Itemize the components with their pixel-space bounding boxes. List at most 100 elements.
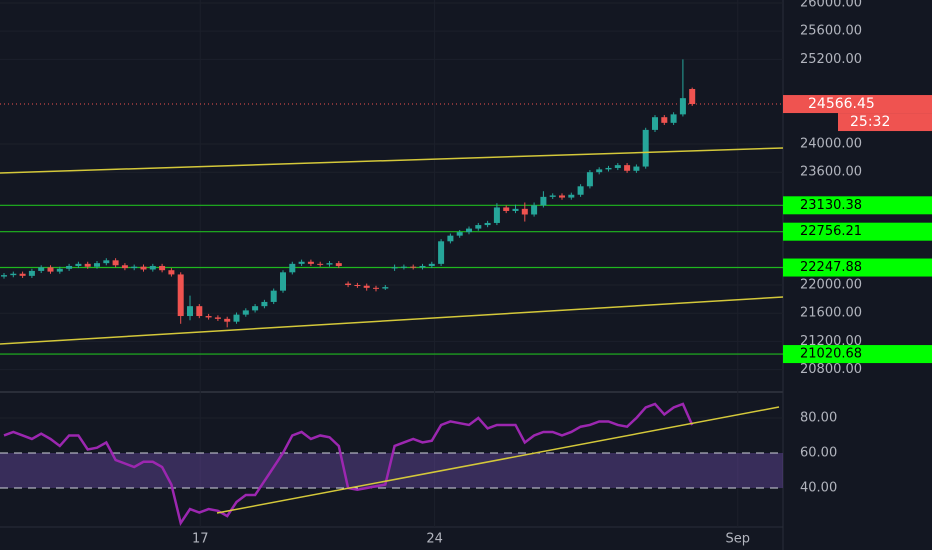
candle-body	[103, 260, 110, 264]
level-label: 22756.21	[800, 224, 862, 239]
countdown-box	[838, 113, 932, 132]
current-price-label: 24566.45	[808, 96, 875, 112]
rsi-tick-label: 40.00	[800, 481, 837, 496]
countdown-label: 25:32	[850, 114, 890, 130]
candle-body	[363, 285, 370, 288]
candle-body	[586, 172, 593, 187]
candle-body	[531, 205, 538, 215]
plot	[0, 59, 783, 527]
y-tick-label: 25600.00	[800, 24, 862, 39]
candle-body	[38, 267, 45, 271]
y-tick-label: 24000.00	[800, 136, 862, 151]
candle-body	[261, 301, 268, 307]
candle-body	[47, 267, 54, 272]
candle-body	[168, 270, 175, 275]
candle-body	[270, 290, 277, 302]
level-label-box	[783, 345, 932, 364]
candle-body	[233, 314, 240, 322]
y-tick-label: 25200.00	[800, 52, 862, 67]
candle-body	[456, 232, 463, 236]
candle-body	[187, 306, 193, 317]
candle-body	[214, 317, 221, 319]
y-tick-label: 21600.00	[800, 306, 862, 321]
candle-body	[679, 98, 686, 115]
candle-body	[428, 263, 435, 266]
candle-body	[112, 260, 119, 266]
candle-body	[568, 194, 575, 198]
candle-body	[475, 225, 482, 229]
candle-body	[382, 287, 389, 289]
candle-body	[540, 196, 547, 206]
candle-body	[689, 88, 696, 105]
candle-body	[94, 263, 100, 267]
candle-body	[493, 207, 500, 223]
candle-body	[317, 263, 324, 265]
candle-body	[642, 129, 649, 167]
candle-body	[307, 261, 314, 264]
candle-body	[84, 263, 91, 267]
candle-body	[140, 266, 147, 270]
candle-body	[10, 273, 17, 276]
x-tick-label: Sep	[726, 532, 751, 547]
y-tick-label: 22000.00	[800, 278, 862, 293]
candle-body	[280, 272, 286, 291]
x-tick-label: 24	[426, 532, 443, 547]
level-label: 21020.68	[800, 347, 862, 362]
trendline	[0, 296, 784, 345]
candle-body	[438, 241, 445, 264]
candle-body	[196, 306, 203, 317]
candle-body	[354, 285, 361, 287]
candle-body	[298, 261, 305, 264]
rsi-tick-label: 60.00	[800, 445, 837, 460]
candle-body	[400, 266, 407, 268]
candle-body	[484, 222, 491, 226]
y-tick-label: 26000.00	[800, 0, 862, 10]
candle-body	[121, 265, 128, 269]
candle-body	[503, 207, 510, 211]
candle-body	[652, 117, 658, 130]
candle-body	[410, 266, 417, 268]
candle-body	[391, 267, 398, 269]
candle-body	[512, 208, 519, 211]
candle-body	[131, 266, 138, 269]
rsi-tick-label: 80.00	[800, 410, 837, 425]
y-tick-label: 23600.00	[800, 165, 862, 180]
candle-body	[66, 265, 73, 269]
candle-body	[670, 114, 677, 123]
candle-body	[559, 195, 565, 198]
candle-body	[224, 318, 231, 322]
candle-body	[605, 167, 612, 170]
candle-body	[624, 165, 631, 171]
candle-body	[466, 228, 472, 233]
level-label-box	[783, 258, 932, 277]
level-label: 23130.38	[800, 198, 862, 213]
candle-body	[661, 117, 668, 123]
candle-body	[326, 263, 333, 265]
candle-body	[289, 263, 296, 273]
candle-body	[373, 287, 379, 289]
candle-body	[345, 283, 352, 286]
candle-body	[177, 274, 184, 317]
candle-body	[577, 186, 584, 195]
candle-body	[28, 270, 35, 276]
axis: 26000.00 25600.00 25200.00 24000.00 23600.00…	[192, 0, 932, 547]
candle-body	[335, 263, 342, 266]
candle-body	[159, 265, 166, 271]
level-label: 22247.88	[800, 260, 862, 275]
candle-body	[633, 166, 640, 171]
candle-body	[242, 310, 249, 315]
trendline	[0, 147, 784, 174]
candle-body	[419, 265, 426, 268]
candle-body	[447, 235, 454, 242]
candle-body	[205, 316, 212, 318]
rsi-trendline	[216, 406, 780, 514]
price-label-box	[783, 95, 932, 114]
candle-body	[56, 268, 63, 272]
candle-body	[549, 195, 556, 197]
candle-body	[19, 273, 26, 276]
candle-body	[149, 265, 156, 270]
level-label-box	[783, 222, 932, 241]
